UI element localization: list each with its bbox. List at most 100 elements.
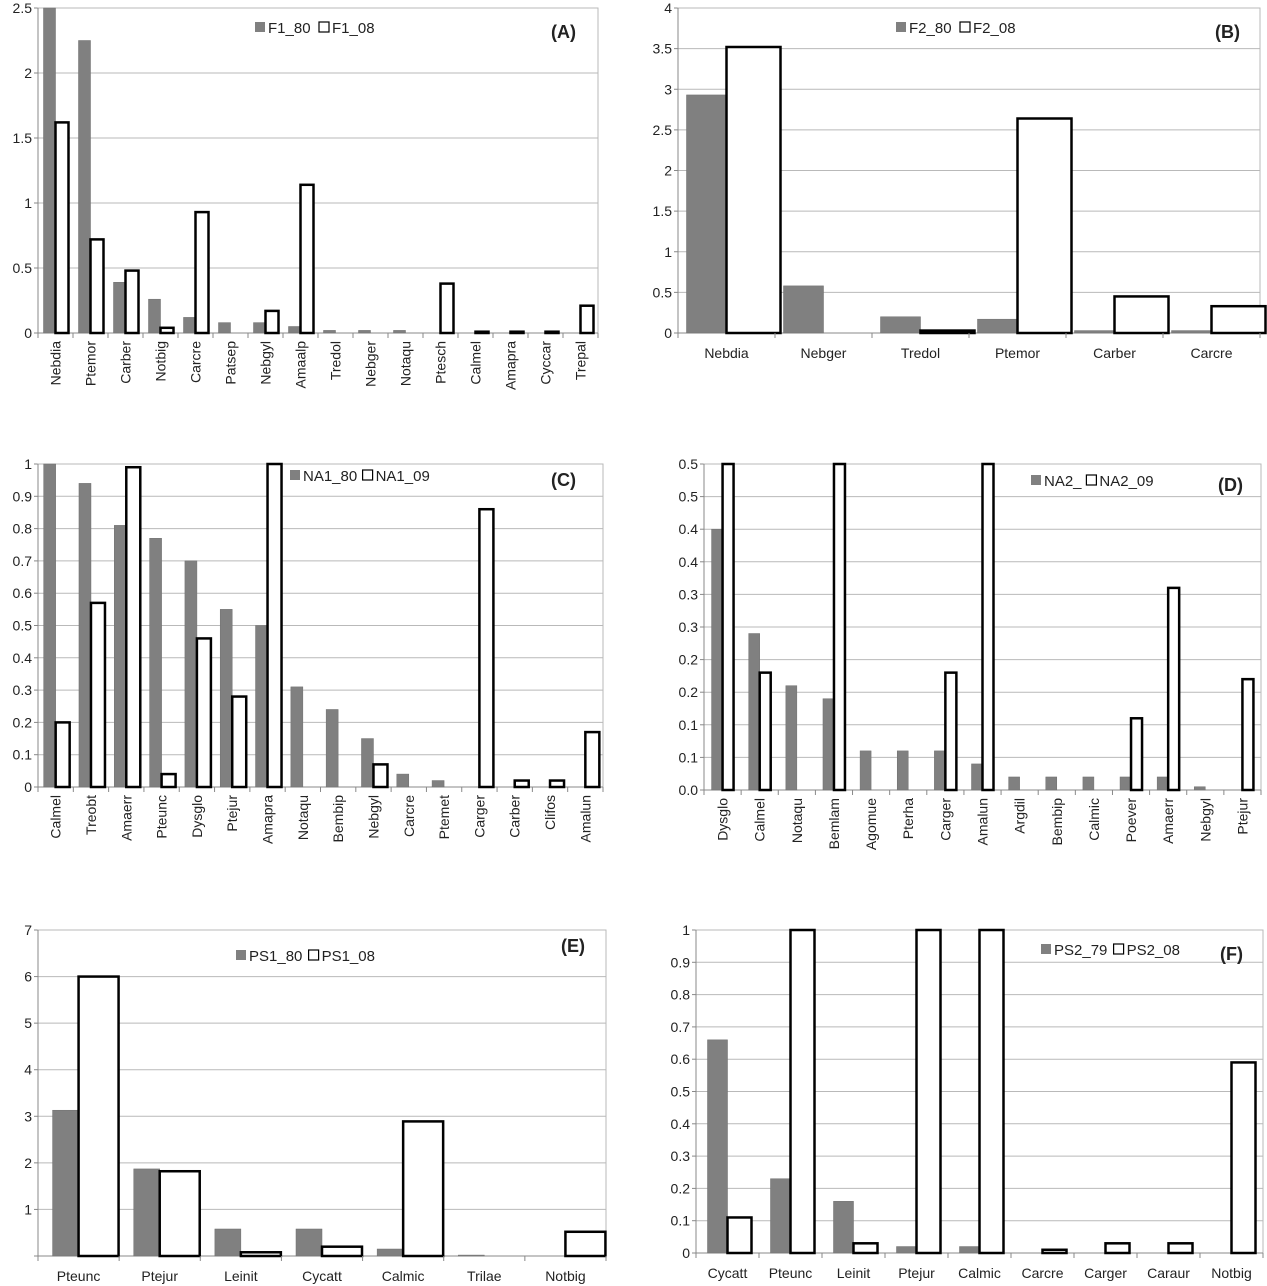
bar-PS1_08	[77, 975, 120, 1258]
legend-swatch	[255, 22, 265, 32]
x-tick-label: Leinit	[224, 1268, 258, 1284]
panel-label: (A)	[551, 22, 576, 42]
chart-panel-1: 0 0.5 1 1.5 2 2.5 Nebdia Ptemor Carber Notbig Carc…	[13, 0, 599, 390]
y-tick-label: 0.5	[13, 260, 33, 276]
legend-swatch	[1085, 474, 1098, 486]
legend: NA2_ NA2_09	[1031, 473, 1154, 490]
bar-PS2_79	[770, 1178, 791, 1254]
bar-PS2_08	[1167, 1242, 1194, 1255]
legend-swatch	[308, 949, 320, 961]
legend: F1_80 F1_08	[255, 20, 375, 37]
y-tick-label: 0.4	[13, 650, 33, 666]
bar-F2_08	[1210, 304, 1267, 335]
x-tick-label: Nebdia	[704, 345, 749, 361]
bar-PS2_79	[959, 1246, 980, 1254]
bar-NA2_	[1119, 776, 1132, 791]
legend-swatch	[318, 21, 330, 33]
y-tick-label: 0.2	[671, 1180, 691, 1196]
bar-F2_08	[919, 329, 976, 335]
legend-label: NA1_09	[376, 468, 430, 485]
bar-NA1_09	[548, 779, 566, 789]
y-tick-label: 3	[24, 1108, 32, 1124]
bar-NA2_	[711, 528, 723, 791]
bar-NA2_	[896, 750, 909, 791]
y-tick-label: 6	[24, 969, 32, 985]
legend-swatch	[362, 469, 374, 481]
x-tick-label: Tredol	[328, 341, 344, 380]
bar-NA1_80	[396, 773, 410, 788]
x-tick-label: Notbig	[1211, 1265, 1251, 1281]
x-tick-label: Pteunc	[769, 1265, 813, 1281]
y-tick-label: 2.5	[653, 122, 673, 138]
y-tick-label: 0.6	[671, 1051, 691, 1067]
bar-NA1_80	[149, 538, 162, 788]
y-tick-label: 4	[24, 1062, 32, 1078]
legend-label: PS2_08	[1127, 942, 1180, 959]
bar-NA1_09	[54, 721, 71, 789]
bar-F2_08	[725, 45, 782, 335]
x-tick-label: Calmel	[468, 341, 484, 385]
bar-NA1_09	[89, 601, 107, 789]
bar-F1_08	[159, 326, 175, 335]
x-tick-label: Carcre	[401, 795, 417, 837]
bar-F1_80	[183, 317, 196, 334]
legend-swatch	[959, 21, 971, 33]
y-tick-label: 2	[24, 65, 32, 81]
bar-NA2_09	[1241, 677, 1255, 792]
y-tick-label: 0.1	[679, 717, 699, 733]
x-tick-label: Ptemor	[83, 341, 99, 386]
x-tick-label: Carber	[1093, 345, 1136, 361]
panel-label: (B)	[1215, 22, 1240, 42]
legend-swatch	[1041, 944, 1051, 954]
y-tick-label: 0.1	[13, 747, 33, 763]
bar-F2_08	[1016, 117, 1073, 335]
x-tick-label: Clifos	[542, 795, 558, 830]
legend: F2_80 F2_08	[896, 20, 1016, 37]
y-tick-label: 0.8	[13, 521, 33, 537]
y-tick-label: 1	[24, 1201, 32, 1217]
bar-NA2_	[748, 633, 760, 791]
bar-NA1_80	[114, 525, 127, 788]
y-tick-label: 0.2	[679, 684, 699, 700]
x-tick-label: Notaqu	[789, 798, 805, 843]
y-tick-label: 0.2	[679, 652, 699, 668]
x-tick-label: Treobt	[83, 795, 99, 835]
x-tick-label: Calmic	[382, 1268, 425, 1284]
legend-label: F2_80	[909, 20, 952, 37]
legend-swatch	[1031, 475, 1041, 485]
bar-NA1_80	[290, 686, 304, 788]
bar-F1_80	[253, 322, 266, 334]
x-tick-label: Carber	[118, 341, 134, 384]
bar-NA2_	[859, 750, 872, 791]
bar-NA1_09	[266, 462, 283, 789]
bar-NA2_09	[944, 671, 958, 792]
x-tick-label: Patsep	[223, 341, 239, 385]
x-tick-label: Bembip	[1049, 798, 1065, 846]
y-tick-label: 0.9	[13, 488, 33, 504]
y-tick-label: 0.3	[679, 586, 699, 602]
x-tick-label: Amalun	[577, 795, 593, 842]
y-tick-label: 1	[24, 195, 32, 211]
x-tick-label: Carcre	[1021, 1265, 1063, 1281]
y-tick-label: 0.1	[679, 749, 699, 765]
bar-PS2_08	[915, 928, 942, 1255]
x-tick-label: Carger	[1084, 1265, 1127, 1281]
x-tick-label: Ptemet	[436, 795, 452, 839]
x-tick-label: Cyccar	[538, 341, 554, 385]
x-tick-label: Nebger	[801, 345, 847, 361]
bar-NA2_	[971, 763, 983, 791]
y-tick-label: 0.3	[13, 682, 33, 698]
x-tick-label: Amaerr	[118, 795, 134, 841]
bar-NA1_80	[431, 780, 445, 788]
x-tick-label: Amaalp	[293, 341, 309, 389]
bar-PS2_79	[833, 1201, 854, 1254]
x-tick-label: Argdil	[1012, 798, 1028, 834]
y-tick-label: 0.7	[671, 1019, 691, 1035]
bar-F2_80	[783, 285, 824, 334]
legend-label: PS1_08	[322, 948, 375, 965]
x-tick-label: Calmic	[1086, 798, 1102, 841]
x-tick-label: Pteunc	[154, 795, 170, 839]
x-tick-label: Ptemor	[995, 345, 1040, 361]
y-tick-label: 2.5	[13, 0, 33, 16]
bar-F1_80	[358, 330, 371, 334]
